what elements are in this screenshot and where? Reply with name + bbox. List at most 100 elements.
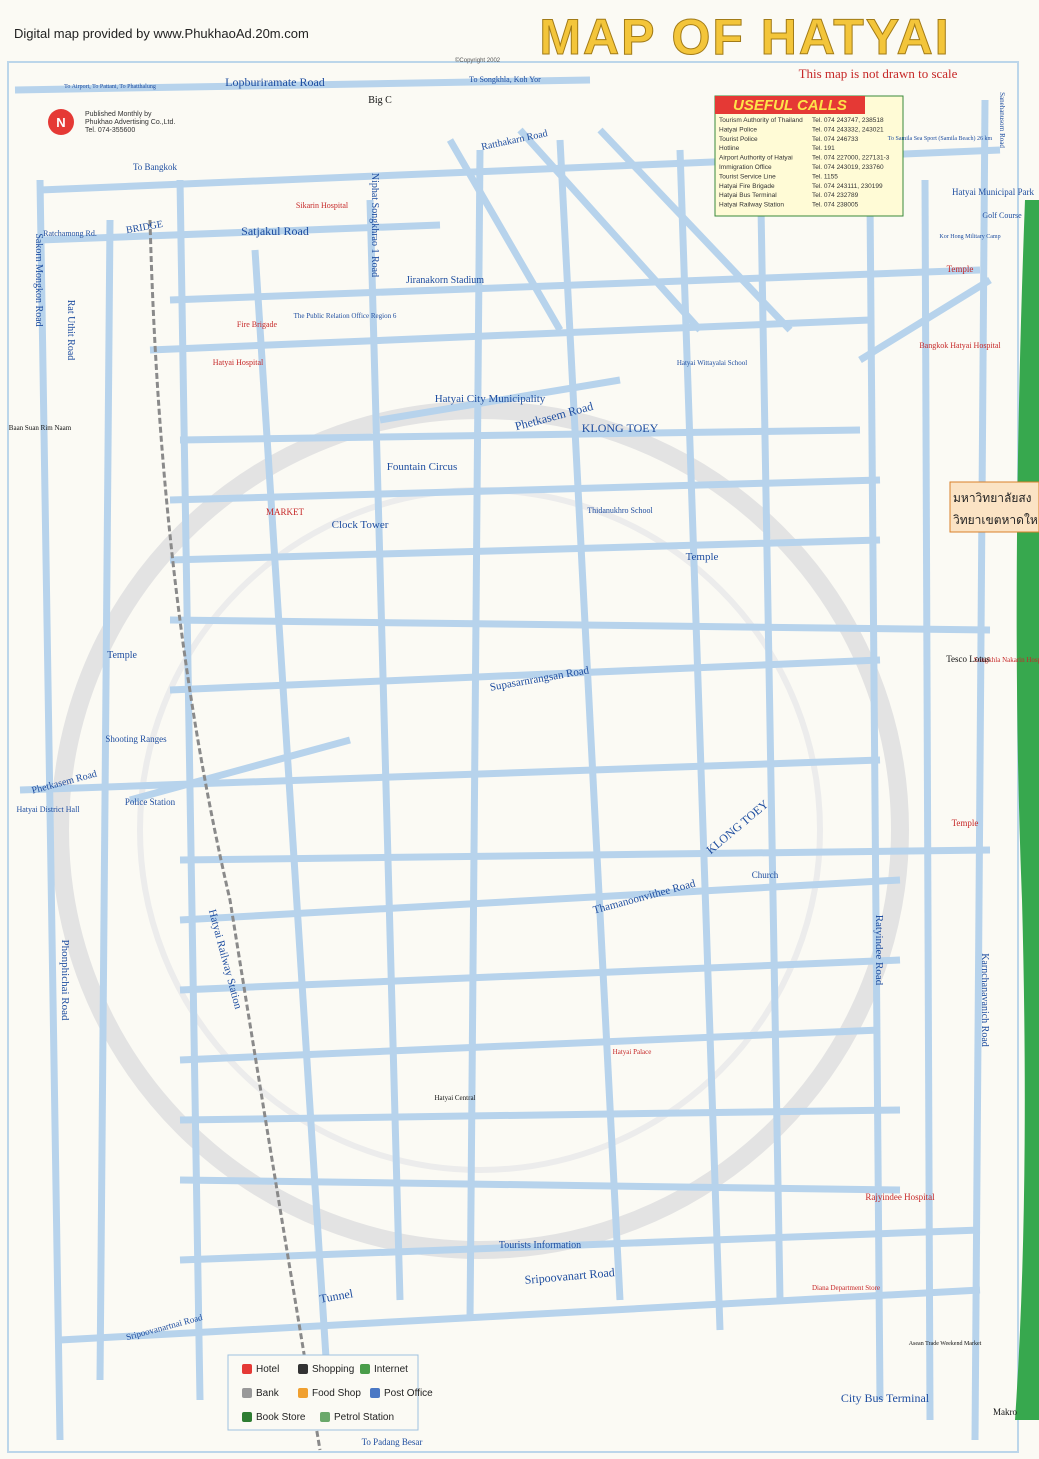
road [149, 316, 871, 354]
legend-label: Petrol Station [334, 1412, 394, 1423]
road-label: KLONG TOEY [582, 421, 659, 435]
road [179, 426, 861, 444]
logo [48, 109, 74, 135]
place-label: Thidanukhro School [587, 506, 653, 515]
road [858, 277, 992, 363]
logo-mark: N [56, 115, 65, 130]
road [176, 179, 204, 1401]
road-network [14, 76, 1001, 1451]
place-label: Big C [368, 95, 392, 106]
place-label: Kor Hong Military Camp [939, 234, 1000, 240]
road [169, 266, 981, 304]
legend-icon [242, 1388, 252, 1398]
place-label: Rajyindee Hospital [865, 1192, 935, 1202]
road [366, 199, 404, 1301]
useful-calls-header [715, 96, 865, 114]
road [446, 138, 564, 332]
road [36, 179, 64, 1441]
place-label: Bangkok Hatyai Hospital [919, 341, 1001, 350]
road [597, 127, 793, 333]
road [169, 536, 881, 564]
legend-icon [242, 1364, 252, 1374]
call-name: Hatyai Railway Station [719, 202, 784, 209]
publisher-line: Phukhao Advertising Co.,Ltd. [85, 119, 175, 126]
call-number: Tel. 1155 [812, 173, 838, 180]
call-number: Tel. 074 243332, 243021 [812, 126, 884, 133]
place-label: Tourists Information [499, 1240, 581, 1251]
call-number: Tel. 074 246733 [812, 136, 859, 143]
place-label: MARKET [266, 507, 305, 517]
call-number: Tel. 191 [812, 145, 835, 152]
call-number: Tel. 074 243111, 230199 [812, 183, 883, 190]
road [971, 99, 989, 1441]
call-name: Hatyai Fire Brigade [719, 183, 775, 190]
legend: Hotel Shopping Internet Bank Food Shop Post O… [242, 1364, 433, 1423]
road [556, 139, 624, 1301]
publisher-line: Tel. 074-355600 [85, 127, 135, 134]
road-label: Rat Uthit Road [65, 300, 76, 361]
road [59, 1286, 981, 1344]
place-label: Hatyai City Municipality [435, 393, 546, 405]
place-label: To Samila Sea Sport (Samila Beach) 26 km [888, 135, 993, 142]
place-label: Diana Department Store [812, 1284, 880, 1292]
road-label: Karnchanavanich Road [979, 953, 990, 1047]
road [179, 846, 991, 864]
place-label: Songkhla Nakarin Hospital [974, 656, 1039, 664]
legend-label: Book Store [256, 1412, 306, 1423]
legend-icon [360, 1364, 370, 1374]
call-name: Hatyai Police [719, 126, 757, 133]
place-label: Tesco Lotus [946, 654, 990, 664]
road-label: Sakorn Mongkon Road [33, 233, 44, 326]
place-label: Temple [107, 650, 137, 661]
place-labels: Big C Sikarin Hospital Jiranakorn Stadium F… [9, 95, 1039, 1447]
place-label: Shooting Ranges [105, 734, 167, 744]
road [466, 149, 484, 1321]
call-name: Tourist Service Line [719, 173, 776, 180]
copyright: ©Copyright 2002 [455, 57, 501, 64]
place-label: Golf Course [982, 211, 1022, 220]
road-label: Ratchamong Rd. [43, 229, 97, 238]
road [169, 616, 991, 634]
place-label: Fire Brigade [237, 320, 278, 329]
call-name: Hatyai Bus Terminal [719, 192, 777, 199]
road [676, 149, 724, 1331]
call-number: Tel. 074 238005 [812, 202, 859, 209]
place-label: Sikarin Hospital [296, 201, 349, 210]
place-label: Hatyai Municipal Park [952, 187, 1034, 197]
road-label: Phonphichai Road [59, 940, 71, 1021]
useful-calls-box [714, 95, 904, 217]
road [756, 149, 784, 1301]
place-label: Hatyai Wittayalai School [677, 359, 747, 367]
call-number: Tel. 074 232789 [812, 192, 859, 199]
place-label: Asean Trade Weekend Market [909, 1341, 982, 1347]
banner [949, 481, 1039, 533]
place-label: To Padang Besar [362, 1437, 423, 1447]
place-label: Church [752, 870, 779, 880]
call-number: Tel. 074 227000, 227131-3 [812, 155, 890, 162]
useful-calls-title: USEFUL CALLS [733, 97, 847, 114]
road [96, 219, 114, 1381]
title: MAP OF HATYAI [539, 9, 950, 65]
place-label: Police Station [125, 797, 176, 807]
legend-label: Food Shop [312, 1388, 361, 1399]
place-label: The Public Relation Office Region 6 [294, 312, 397, 320]
road [169, 656, 881, 694]
road-label: Ratyindee Road [873, 915, 885, 986]
place-label: Temple [952, 818, 979, 828]
place-label: Hatyai Palace [613, 1048, 652, 1056]
road-label: Tunnel [319, 1286, 355, 1306]
road-label: Sanehanusorn Road [998, 92, 1006, 148]
place-label: Makro [993, 1407, 1017, 1417]
legend-label: Post Office [384, 1388, 433, 1399]
place-label: Hatyai Central [434, 1094, 475, 1102]
road-label: Niphat Songkhrao 1 Road [369, 173, 380, 277]
road [251, 249, 334, 1421]
publisher-line: Published Monthly by [85, 111, 152, 118]
road [179, 1226, 981, 1264]
legend-icon [298, 1388, 308, 1398]
call-name: Tourism Authority of Thailand [719, 117, 803, 124]
banner-line: วิทยาเขตหาดให [953, 513, 1038, 527]
road [866, 199, 884, 1401]
road-label: Lopburiramate Road [225, 75, 325, 89]
